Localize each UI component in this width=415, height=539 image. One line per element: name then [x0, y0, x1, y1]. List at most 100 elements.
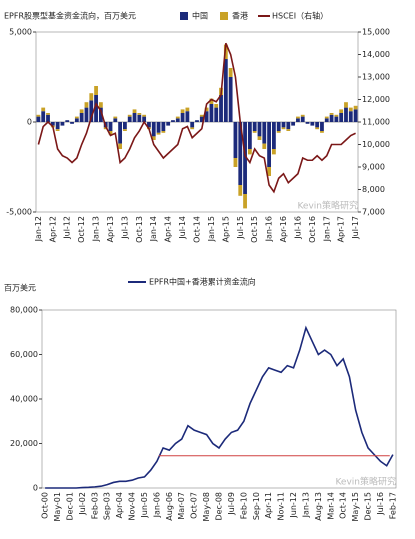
bar — [271, 149, 276, 155]
x-tick-label: Aug-13 — [314, 492, 323, 521]
x-tick-label: Aug-06 — [165, 492, 174, 521]
x-tick-label: Nov-04 — [128, 492, 137, 520]
bar — [238, 185, 243, 196]
bar — [103, 127, 108, 130]
bar — [94, 95, 98, 122]
x-tick-label: Jul-13 — [120, 216, 129, 240]
bar — [118, 122, 123, 144]
bar — [324, 118, 329, 122]
x-tick-label: Jan-15 — [207, 216, 216, 242]
legend-label: 中国 — [192, 11, 208, 21]
bar — [175, 118, 180, 122]
bar — [204, 107, 209, 112]
x-tick-label: Mar-14 — [326, 492, 335, 520]
x-tick-label: Jul-02 — [78, 492, 87, 516]
bar — [228, 77, 233, 122]
bar — [171, 120, 175, 122]
y-tick-label: 40,000 — [10, 395, 38, 404]
y-tick-label: 80,000 — [10, 306, 38, 315]
bar — [344, 102, 348, 108]
legend-label: HSCEI（右轴） — [272, 11, 328, 21]
bar — [89, 100, 94, 122]
bar — [329, 114, 334, 122]
bar — [291, 122, 296, 126]
x-tick-label: May-01 — [53, 492, 62, 521]
bar — [247, 122, 252, 149]
bar — [79, 113, 84, 122]
x-tick-label: Oct-07 — [190, 492, 199, 519]
x-tick-label: Dec-01 — [65, 492, 74, 521]
bar — [190, 127, 195, 130]
bar — [137, 113, 142, 115]
bar — [334, 114, 339, 117]
x-tick-label: Oct-14 — [193, 216, 202, 243]
x-tick-label: Jul-15 — [236, 216, 245, 240]
x-tick-label: Apr-16 — [279, 216, 288, 242]
bar — [257, 136, 262, 140]
bar — [79, 109, 84, 113]
y-tick-label: -5,000 — [6, 208, 32, 217]
line — [45, 325, 394, 489]
bar — [339, 109, 344, 113]
bar — [286, 129, 291, 131]
x-tick-label: Apr-15 — [221, 216, 230, 242]
y-tick-label: 0 — [27, 118, 32, 127]
bar — [262, 122, 267, 144]
y-tick-label: 14,000 — [362, 50, 390, 59]
legend-label: EPFR中国+香港累计资金流向 — [149, 277, 256, 287]
bar — [113, 116, 118, 119]
bar — [353, 109, 358, 122]
bar — [137, 114, 142, 122]
x-tick-label: Apr-17 — [337, 216, 346, 242]
y-axis-label: 百万美元 — [4, 283, 36, 293]
x-tick-label: Jan-17 — [322, 216, 331, 242]
bar — [151, 122, 156, 137]
bar — [195, 120, 199, 122]
bar — [118, 143, 123, 149]
bar — [46, 114, 50, 122]
x-tick-label: Oct-12 — [77, 216, 86, 243]
bar — [156, 122, 161, 133]
bar — [276, 131, 281, 133]
x-tick-label: Oct-16 — [308, 216, 317, 243]
bar — [243, 194, 247, 209]
bar — [127, 114, 132, 117]
bar — [180, 113, 185, 122]
x-tick-label: Jan-12 — [34, 216, 43, 242]
bar — [267, 122, 271, 167]
bar — [247, 149, 252, 155]
y-tick-label: 10,000 — [362, 140, 390, 149]
x-tick-label: May-15 — [351, 492, 360, 521]
bar — [74, 118, 79, 122]
bar — [166, 122, 171, 126]
bar — [271, 122, 276, 149]
bar — [329, 113, 334, 115]
x-tick-label: Oct-14 — [339, 492, 348, 519]
x-tick-label: Sep-10 — [252, 492, 261, 520]
x-tick-label: Nov-11 — [277, 492, 286, 520]
x-tick-label: Jul-09 — [227, 492, 236, 516]
bar — [276, 122, 281, 131]
bar — [310, 122, 315, 126]
bar — [334, 116, 339, 122]
bar — [185, 107, 190, 112]
bar — [74, 116, 79, 119]
x-tick-label: Apr-14 — [164, 216, 173, 242]
bar — [348, 107, 353, 112]
x-tick-label: May-08 — [202, 492, 211, 521]
bar — [281, 127, 286, 130]
y-tick-label: 15,000 — [362, 28, 390, 37]
y-tick-label: 20,000 — [10, 439, 38, 448]
x-tick-label: Jan-13 — [301, 492, 310, 518]
x-tick-label: Jul-16 — [293, 216, 302, 240]
bar — [132, 109, 137, 113]
bar — [209, 104, 214, 122]
bar — [320, 122, 324, 131]
x-tick-label: Apr-13 — [106, 216, 115, 242]
bar — [223, 59, 228, 122]
y-tick-label: 60,000 — [10, 350, 38, 359]
bar — [320, 131, 324, 133]
bar — [161, 122, 166, 131]
x-tick-label: Dec-08 — [215, 492, 224, 521]
